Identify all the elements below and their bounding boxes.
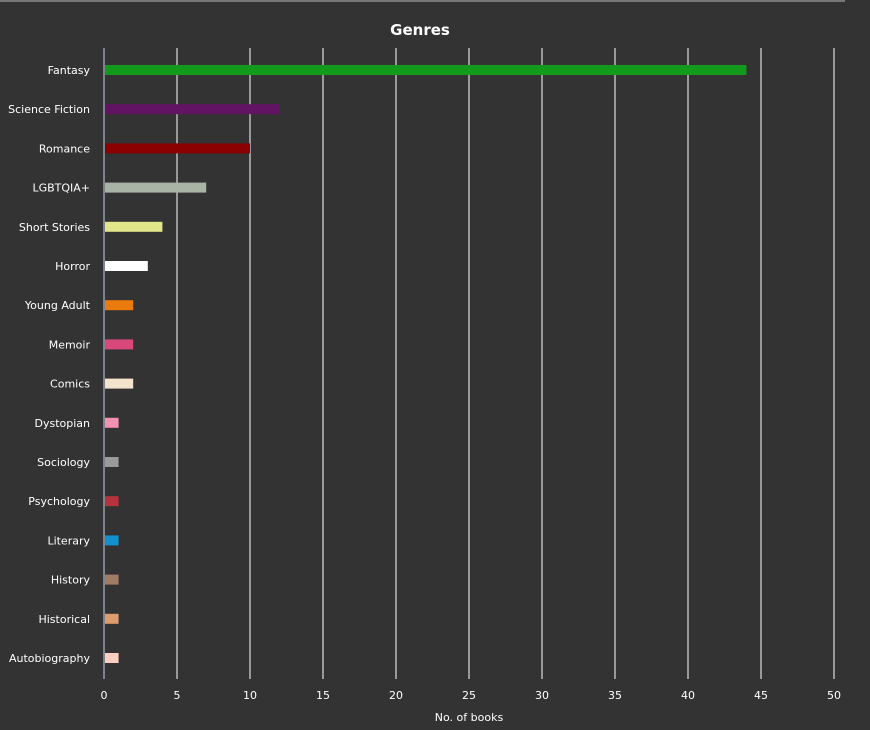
y-category-label: Young Adult	[24, 299, 91, 312]
y-category-label: Memoir	[49, 338, 91, 351]
bar-autobiography	[105, 653, 119, 663]
y-category-label: Comics	[50, 378, 90, 391]
x-tick-label: 5	[174, 689, 181, 702]
y-category-label: Romance	[39, 142, 90, 155]
bar-literary	[105, 535, 119, 546]
x-axis-label: No. of books	[435, 711, 504, 724]
y-category-label: Dystopian	[34, 417, 90, 430]
chart-title: Genres	[390, 21, 450, 39]
y-category-label: Historical	[38, 613, 90, 626]
x-tick-label: 40	[681, 689, 695, 702]
y-category-label: Science Fiction	[8, 103, 90, 116]
x-tick-label: 50	[827, 689, 841, 702]
bar-science-fiction	[105, 104, 280, 115]
bar-horror	[105, 261, 148, 271]
bar-lgbtqia-	[105, 182, 207, 193]
y-category-label: LGBTQIA+	[32, 182, 90, 195]
bar-history	[105, 574, 119, 585]
top-border	[0, 0, 845, 2]
x-tick-label: 0	[101, 689, 108, 702]
bar-memoir	[105, 339, 134, 350]
bar-sociology	[105, 457, 119, 467]
x-tick-label: 20	[389, 689, 403, 702]
y-category-label: Psychology	[28, 495, 90, 508]
y-category-label: Horror	[55, 260, 90, 273]
y-category-label: Literary	[47, 534, 90, 547]
x-tick-label: 25	[462, 689, 476, 702]
bar-romance	[105, 143, 250, 154]
y-category-label: Sociology	[37, 456, 90, 469]
y-category-label: Fantasy	[48, 64, 91, 77]
bar-comics	[105, 378, 134, 389]
bar-dystopian	[105, 417, 119, 428]
x-tick-label: 35	[608, 689, 622, 702]
x-tick-label: 15	[316, 689, 330, 702]
y-category-label: Short Stories	[19, 221, 90, 234]
bar-short-stories	[105, 221, 163, 232]
y-category-label: Autobiography	[9, 652, 91, 665]
bar-fantasy	[105, 65, 747, 75]
x-tick-label: 10	[243, 689, 257, 702]
y-category-label: History	[51, 574, 91, 587]
x-tick-label: 30	[535, 689, 549, 702]
bar-historical	[105, 613, 119, 624]
x-tick-label: 45	[754, 689, 768, 702]
bar-young-adult	[105, 300, 134, 311]
bar-psychology	[105, 496, 119, 507]
